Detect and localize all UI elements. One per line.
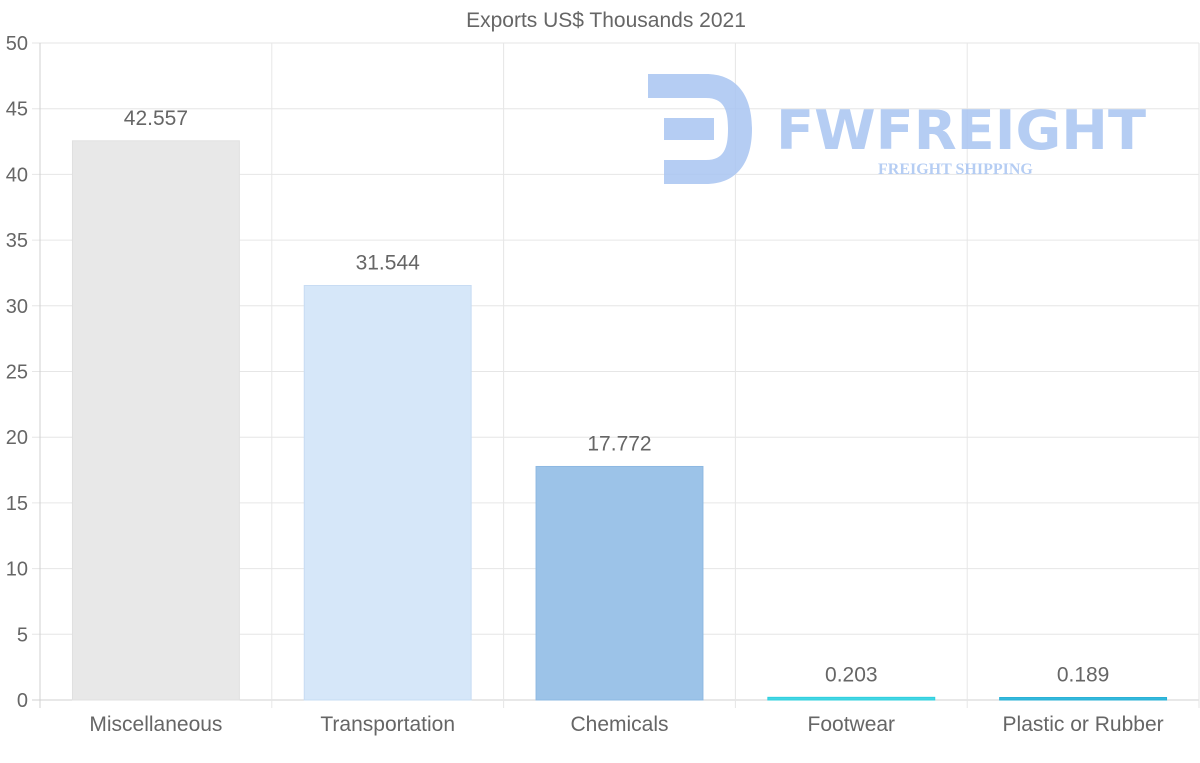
x-tick-label: Transportation <box>320 713 455 736</box>
y-tick-label: 30 <box>6 296 28 318</box>
bar-miscellaneous <box>71 140 240 701</box>
bar-value-label: 42.557 <box>124 107 188 130</box>
y-tick-label: 10 <box>6 559 28 581</box>
bar-value-label: 31.544 <box>356 252 421 275</box>
chart-title: Exports US$ Thousands 2021 <box>466 9 746 32</box>
bar-value-label: 0.189 <box>1057 664 1110 687</box>
bar-plastic-or-rubber <box>999 697 1168 701</box>
x-tick-label: Plastic or Rubber <box>1003 713 1164 736</box>
x-axis: Miscellaneous Transportation Chemicals Foot… <box>89 713 1163 736</box>
y-tick-label: 15 <box>6 493 28 515</box>
brand-tagline: FREIGHT SHIPPING <box>878 161 1033 178</box>
x-tick-label: Miscellaneous <box>89 713 222 736</box>
y-tick-label: 0 <box>17 690 28 712</box>
bar-transportation <box>303 285 472 701</box>
y-tick-label: 5 <box>17 624 28 646</box>
bar-chemicals <box>535 465 704 701</box>
y-tick-label: 40 <box>6 164 28 186</box>
x-tick-label: Footwear <box>808 713 896 736</box>
y-tick-label: 20 <box>6 427 28 449</box>
y-tick-label: 45 <box>6 99 28 121</box>
y-tick-label: 25 <box>6 362 28 384</box>
brand-name: FWFREIGHT <box>776 99 1146 162</box>
bar-footwear <box>767 696 936 701</box>
bar-value-label: 0.203 <box>825 663 878 686</box>
brand-logo-icon <box>648 74 752 184</box>
bar-value-label: 17.772 <box>587 432 651 455</box>
x-tick-label: Chemicals <box>570 713 668 736</box>
bars <box>71 140 1168 701</box>
value-labels: 42.557 31.544 17.772 0.203 0.189 <box>124 107 1110 687</box>
y-axis: 0 5 10 15 20 25 30 35 40 45 50 <box>6 33 28 712</box>
y-tick-label: 50 <box>6 33 28 55</box>
y-tick-label: 35 <box>6 230 28 252</box>
brand-watermark: FWFREIGHT FREIGHT SHIPPING <box>648 74 1146 184</box>
